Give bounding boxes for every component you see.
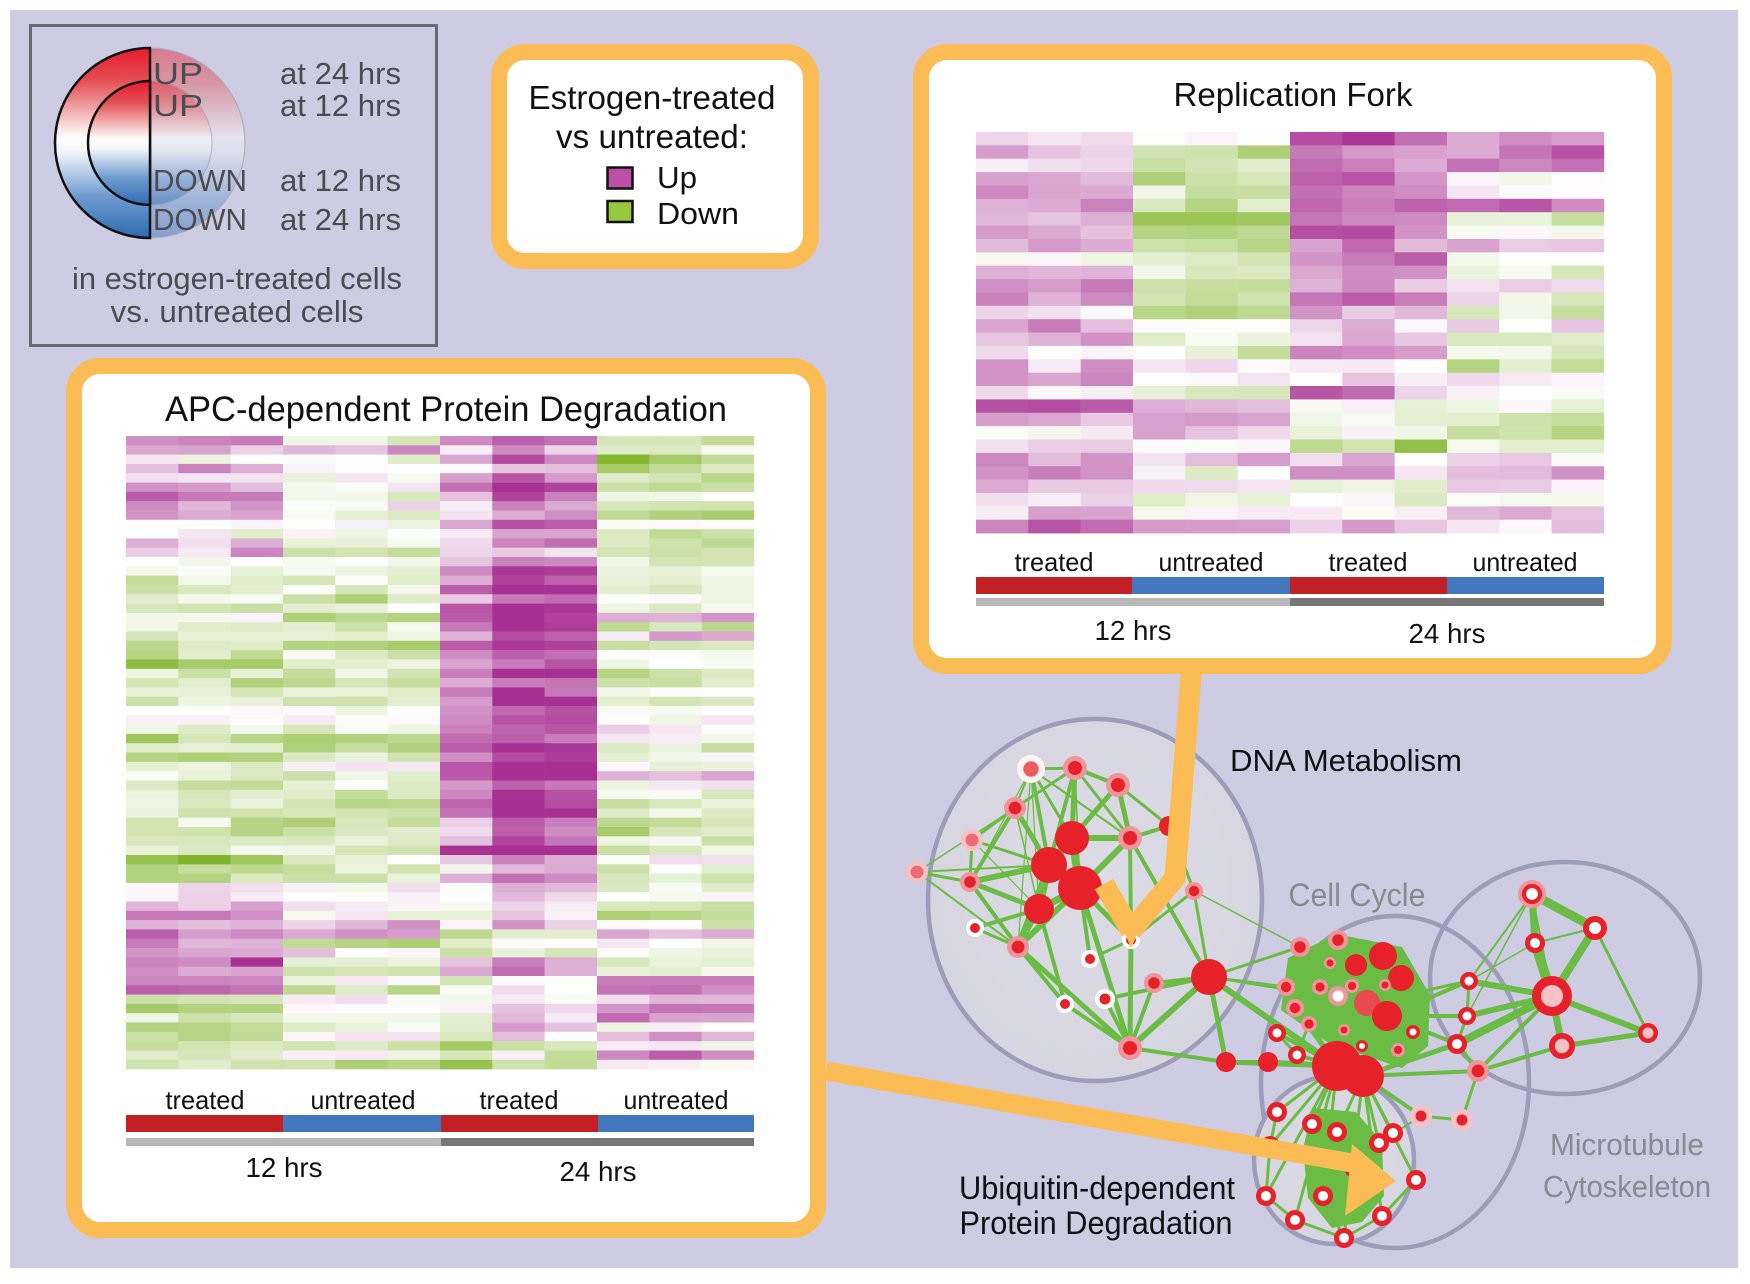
svg-text:treated: treated [480, 1085, 559, 1115]
svg-text:at 12 hrs: at 12 hrs [280, 88, 401, 123]
svg-text:Down: Down [657, 196, 739, 231]
svg-text:Cytoskeleton: Cytoskeleton [1543, 1169, 1711, 1204]
svg-text:Ubiquitin-dependent: Ubiquitin-dependent [959, 1170, 1235, 1206]
svg-text:Protein Degradation: Protein Degradation [960, 1205, 1233, 1241]
svg-text:Cell Cycle: Cell Cycle [1289, 877, 1426, 913]
svg-text:Microtubule: Microtubule [1550, 1127, 1704, 1162]
svg-text:untreated: untreated [1159, 547, 1264, 577]
svg-text:24 hrs: 24 hrs [1409, 618, 1486, 649]
svg-text:treated: treated [166, 1085, 245, 1115]
svg-text:untreated: untreated [311, 1085, 416, 1115]
svg-text:Replication Fork: Replication Fork [1174, 76, 1413, 113]
svg-text:at 12 hrs: at 12 hrs [280, 163, 401, 198]
svg-text:12 hrs: 12 hrs [1095, 615, 1172, 646]
svg-text:UP: UP [153, 88, 203, 123]
svg-text:DOWN: DOWN [153, 163, 247, 198]
svg-text:treated: treated [1329, 547, 1408, 577]
svg-text:at 24 hrs: at 24 hrs [280, 202, 401, 237]
svg-text:DNA Metabolism: DNA Metabolism [1230, 743, 1462, 778]
svg-text:Estrogen-treated: Estrogen-treated [529, 79, 776, 116]
svg-text:APC-dependent Protein Degradat: APC-dependent Protein Degradation [165, 390, 727, 429]
svg-text:vs untreated:: vs untreated: [556, 118, 748, 155]
svg-text:24 hrs: 24 hrs [560, 1156, 637, 1187]
svg-text:untreated: untreated [624, 1085, 729, 1115]
svg-text:untreated: untreated [1473, 547, 1578, 577]
svg-text:in estrogen-treated cells: in estrogen-treated cells [72, 261, 402, 296]
svg-text:UP: UP [153, 56, 203, 91]
svg-text:vs. untreated cells: vs. untreated cells [111, 294, 364, 329]
svg-text:DOWN: DOWN [153, 202, 247, 237]
svg-text:12 hrs: 12 hrs [246, 1152, 323, 1183]
svg-text:treated: treated [1015, 547, 1094, 577]
svg-text:at 24 hrs: at 24 hrs [280, 56, 401, 91]
svg-text:Up: Up [657, 160, 697, 195]
